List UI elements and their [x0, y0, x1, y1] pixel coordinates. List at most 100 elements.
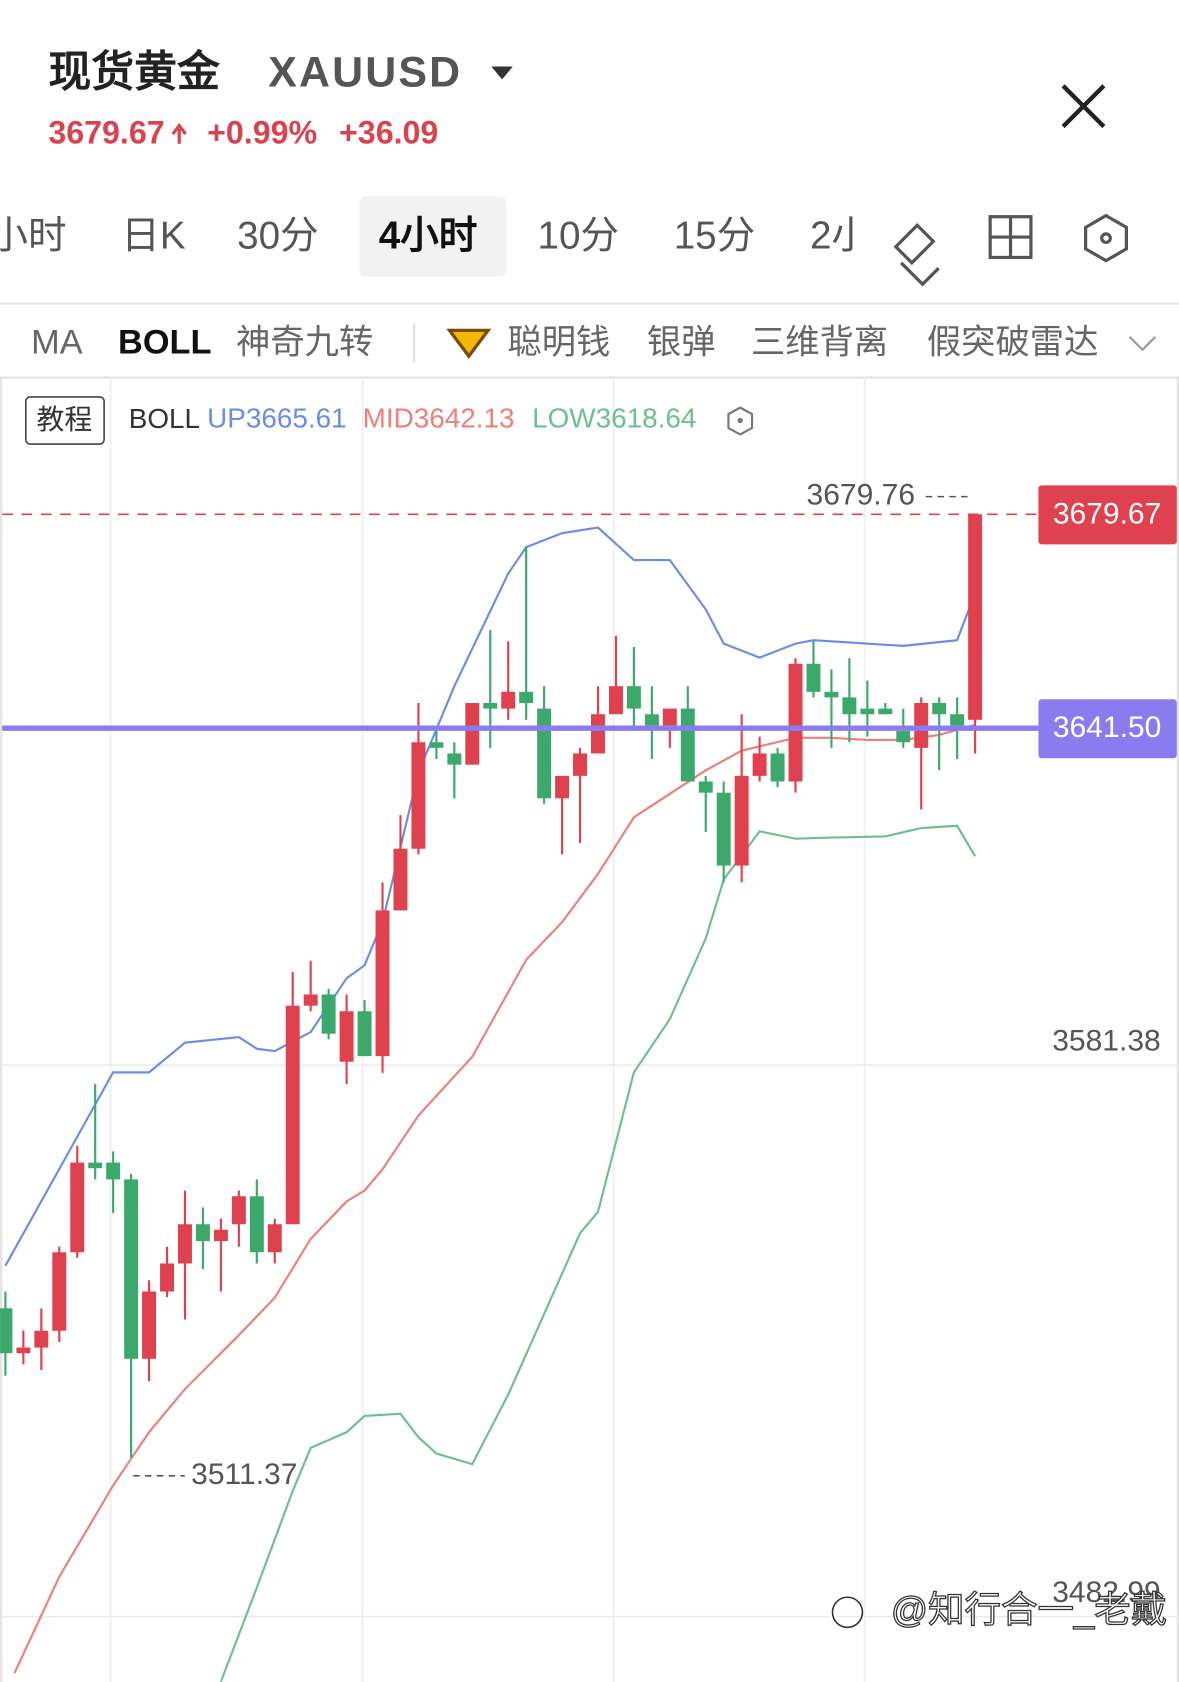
- candle-body: [267, 1224, 282, 1253]
- candle-body: [626, 686, 641, 709]
- boll-band-line: [13, 723, 976, 1674]
- legend-value: 3642.13: [414, 403, 515, 434]
- indicator-tab[interactable]: 三维背离: [751, 323, 888, 361]
- candle-body: [303, 994, 318, 1006]
- legend-value: 3618.64: [596, 403, 697, 434]
- indicator-tab[interactable]: 银弹: [647, 323, 716, 361]
- drawn-price-tag: [1038, 699, 1177, 759]
- timeframe-tab[interactable]: 日K: [121, 214, 186, 257]
- candle-body: [752, 753, 767, 776]
- candle-body: [842, 697, 857, 715]
- watermark-text: @知行合一_老戴: [891, 1589, 1167, 1630]
- timeframe-tab[interactable]: 2小时: [810, 214, 909, 257]
- candle-body: [662, 708, 677, 726]
- timeframe-tab[interactable]: 30分: [237, 214, 319, 257]
- tutorial-button[interactable]: [24, 396, 105, 445]
- indicator-tab[interactable]: 聪明钱: [507, 323, 610, 361]
- candle-body: [285, 1005, 300, 1225]
- candle-body: [411, 742, 426, 849]
- candle-body: [231, 1196, 246, 1225]
- indicator-tabs: MA BOLL 神奇九转 聪明钱 银弹 三维背离 假突破雷达: [31, 323, 1098, 361]
- candle-body: [896, 731, 911, 743]
- plot-area: [0, 513, 983, 1682]
- timeframe-tab[interactable]: 10分: [537, 214, 619, 257]
- candle-body: [88, 1162, 103, 1169]
- candle-body: [555, 775, 570, 799]
- candle-body: [213, 1229, 228, 1242]
- watermark: @知行合一_老戴: [830, 1588, 1168, 1631]
- candle-body: [16, 1347, 31, 1354]
- candle-body: [824, 691, 839, 698]
- candle-body: [537, 708, 552, 799]
- settings-icon-dot: [1100, 232, 1112, 245]
- instrument-name: 现货黄金: [48, 47, 220, 96]
- timeframe-tab[interactable]: 4小时: [379, 214, 478, 257]
- candle-body: [806, 663, 821, 692]
- candle-body: [0, 1308, 13, 1354]
- candle-body: [608, 686, 623, 715]
- layout-icon-grid: [990, 216, 1031, 258]
- candle-body: [178, 1224, 192, 1264]
- candle-body: [519, 691, 534, 704]
- timeframe-tab[interactable]: 15分: [674, 214, 756, 257]
- legend-name: MID: [363, 403, 414, 434]
- indicator-settings-dot: [737, 417, 743, 424]
- low-label: 3511.37: [191, 1458, 297, 1491]
- candle-body: [465, 703, 480, 765]
- legend-value: 3665.61: [246, 403, 347, 434]
- candle-body: [124, 1179, 139, 1359]
- candle-body: [160, 1263, 174, 1292]
- candle-body: [357, 1011, 372, 1057]
- indicator-tab[interactable]: 假突破雷达: [927, 323, 1099, 361]
- settings-icon[interactable]: [1084, 213, 1128, 263]
- candle-body: [483, 703, 498, 709]
- last-price-tag: [1038, 485, 1177, 545]
- candle-body: [339, 1011, 354, 1062]
- candle-body: [968, 514, 983, 720]
- candle-body: [501, 691, 516, 709]
- candle-body: [142, 1291, 157, 1359]
- close-button[interactable]: [1061, 84, 1106, 129]
- legend-name: UP: [207, 403, 246, 434]
- candle-body: [680, 708, 695, 782]
- change-percent: +0.99%: [207, 115, 317, 151]
- symbol-dropdown-icon[interactable]: [491, 66, 513, 80]
- candle-body: [34, 1330, 49, 1348]
- legend-entry: LOW3618.64: [532, 403, 696, 434]
- candle-body: [788, 663, 803, 782]
- high-label: 3679.76: [807, 479, 916, 512]
- candle-body: [950, 714, 965, 726]
- tutorial-label[interactable]: 教程: [37, 404, 93, 435]
- candle-body: [770, 753, 785, 782]
- last-price-tag-label: 3679.67: [1053, 497, 1162, 530]
- indicator-tab[interactable]: MA: [31, 323, 83, 361]
- candle-body: [70, 1162, 85, 1253]
- boll-band-line: [219, 824, 977, 1682]
- indicator-settings-icon[interactable]: [727, 406, 754, 436]
- y-tick-label: 3482.99: [1052, 1576, 1161, 1609]
- indicator-tab[interactable]: BOLL: [118, 323, 211, 361]
- watermark-icon: [831, 1596, 864, 1629]
- toolbar-icons: [893, 213, 1128, 287]
- candle-body: [447, 753, 462, 765]
- candle-body: [393, 848, 408, 911]
- draw-tool-icon[interactable]: [893, 222, 940, 287]
- candle-body: [734, 775, 749, 866]
- legend-entry: MID3642.13: [363, 403, 515, 434]
- candle-body: [106, 1162, 121, 1180]
- candle-body: [249, 1196, 264, 1253]
- indicator-tab[interactable]: 神奇九转: [236, 323, 373, 361]
- candle-body: [573, 753, 588, 776]
- premium-icon: [446, 328, 492, 359]
- candle-body: [644, 714, 659, 726]
- timeframe-tab[interactable]: 小时: [0, 214, 67, 257]
- symbol[interactable]: XAUUSD: [268, 48, 462, 96]
- legend-entry: UP3665.61: [207, 403, 347, 434]
- candle-body: [716, 792, 731, 866]
- more-indicators-chevron[interactable]: [1128, 336, 1157, 352]
- active-tab-bg: [359, 196, 507, 277]
- change: +36.09: [339, 115, 438, 151]
- candle-body: [860, 708, 875, 715]
